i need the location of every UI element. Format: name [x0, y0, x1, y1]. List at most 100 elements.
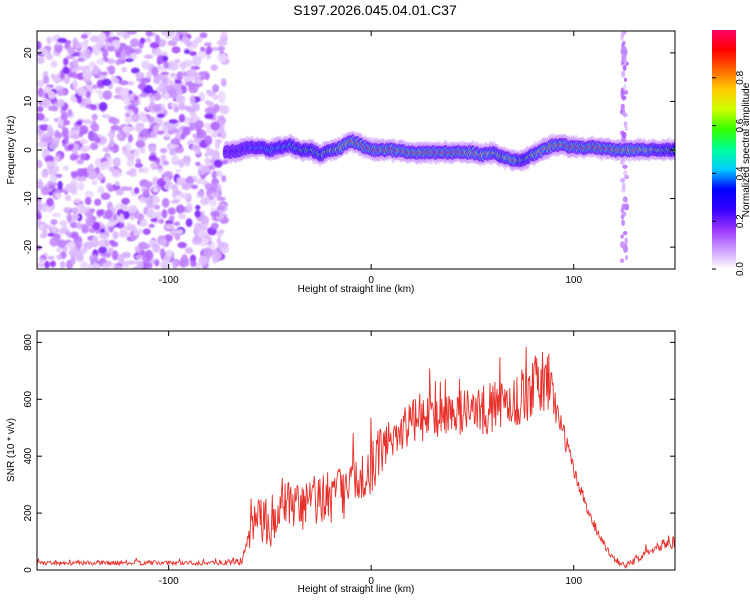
stripe-blob: [621, 219, 626, 227]
noise-blob: [160, 71, 170, 76]
noise-blob: [109, 137, 115, 148]
y-tick-label: 0: [23, 567, 34, 573]
y-tick-label: 10: [23, 95, 34, 107]
noise-blob: [161, 209, 168, 219]
noise-blob: [173, 189, 182, 196]
noise-blob: [185, 218, 193, 228]
noise-blob: [124, 112, 131, 118]
noise-blob: [79, 125, 89, 135]
noise-blob: [125, 58, 134, 63]
noise-blob: [220, 31, 228, 39]
noise-blob: [82, 119, 93, 125]
noise-blob: [40, 186, 50, 196]
noise-blob: [46, 135, 54, 144]
noise-blob: [156, 113, 165, 119]
y-tick-label: 20: [23, 47, 34, 59]
noise-blob: [156, 73, 164, 81]
noise-blob: [124, 150, 133, 158]
noise-blob: [80, 247, 88, 254]
noise-blob: [178, 213, 187, 220]
x-tick-label: 0: [368, 275, 374, 286]
noise-blob: [95, 89, 102, 94]
noise-blob: [97, 186, 105, 194]
noise-blob: [101, 262, 111, 267]
stripe-blob: [622, 131, 627, 138]
noise-blob: [132, 266, 141, 269]
noise-blob: [186, 107, 196, 113]
noise-blob: [128, 204, 138, 214]
stripe-blob: [622, 65, 627, 71]
noise-blob: [219, 242, 229, 248]
noise-blob: [180, 31, 189, 36]
noise-blob: [51, 212, 62, 218]
noise-blob: [76, 175, 86, 182]
noise-blob: [102, 48, 109, 59]
noise-blob: [148, 144, 157, 153]
noise-blob: [161, 31, 167, 36]
noise-blob: [129, 215, 136, 221]
noise-blob: [201, 165, 210, 173]
noise-blob: [189, 111, 197, 118]
noise-blob: [152, 187, 159, 193]
noise-blob: [204, 113, 214, 120]
noise-blob: [96, 172, 104, 181]
noise-blob: [57, 37, 67, 44]
noise-blob: [167, 80, 174, 86]
noise-blob: [37, 214, 42, 220]
y-tick-label: -20: [23, 239, 34, 254]
noise-blob: [170, 138, 181, 145]
stripe-blob: [622, 40, 626, 46]
noise-blob: [75, 240, 82, 250]
noise-blob: [62, 206, 72, 213]
noise-blob: [135, 122, 144, 133]
stripe-blob: [620, 159, 625, 165]
noise-blob: [168, 31, 175, 39]
noise-blob: [169, 148, 176, 156]
noise-blob: [76, 120, 83, 126]
noise-blob: [148, 155, 157, 162]
noise-blob: [139, 147, 146, 154]
noise-blob: [54, 155, 60, 163]
noise-blob: [163, 170, 173, 178]
noise-blob: [138, 111, 147, 122]
noise-blob: [119, 213, 125, 224]
noise-blob: [66, 46, 76, 55]
noise-blob: [113, 94, 122, 99]
noise-blob: [196, 79, 203, 85]
noise-blob: [166, 251, 173, 256]
colorbar-ticks: 0.0 0.2 0.4 0.6 0.8: [712, 70, 746, 276]
noise-blob: [127, 81, 135, 86]
noise-blob: [177, 241, 187, 249]
noise-blob: [96, 58, 106, 65]
noise-blob: [165, 84, 175, 91]
noise-blob: [68, 248, 79, 257]
noise-blob: [61, 127, 69, 136]
noise-blob: [37, 181, 44, 190]
stripe-blob: [619, 258, 625, 263]
noise-blob: [204, 157, 211, 165]
noise-blob: [162, 55, 169, 62]
noise-blob: [51, 225, 58, 234]
noise-blob: [59, 71, 65, 80]
stripe-blob: [622, 211, 627, 217]
noise-blob: [37, 56, 45, 64]
stripe-blob: [622, 196, 628, 203]
noise-blob: [99, 228, 106, 234]
noise-blob: [194, 119, 204, 130]
snr-frame: [36, 330, 676, 571]
noise-blob: [64, 195, 72, 202]
noise-blob: [198, 255, 208, 266]
noise-blob: [220, 159, 229, 165]
stripe-blob: [620, 31, 625, 38]
noise-blob: [101, 114, 111, 119]
noise-blob: [221, 175, 227, 183]
noise-blob: [216, 39, 226, 46]
noise-blob: [106, 58, 116, 65]
noise-blob: [204, 72, 210, 81]
noise-blob: [199, 32, 208, 39]
noise-blob: [216, 171, 223, 178]
noise-blob: [81, 226, 89, 234]
stripe-blob: [622, 164, 628, 169]
noise-blob: [91, 236, 99, 244]
noise-blob: [210, 131, 219, 138]
